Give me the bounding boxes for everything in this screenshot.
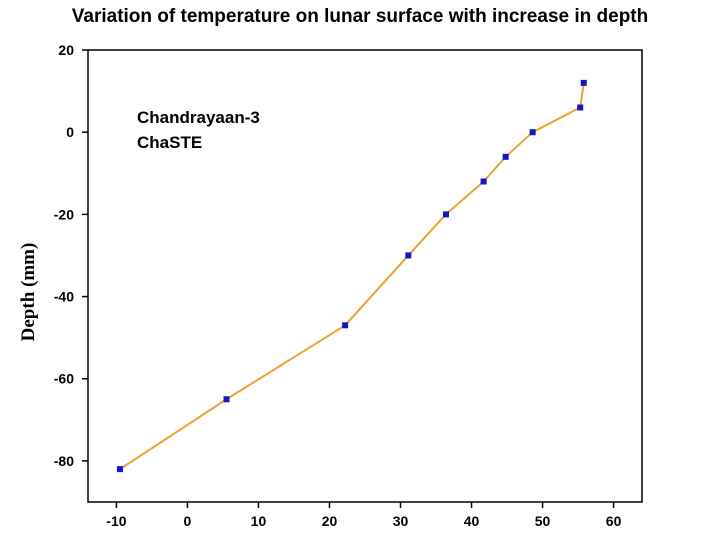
y-tick-label: -20 [54, 206, 74, 222]
x-tick-label: -10 [106, 513, 126, 529]
y-tick-label: 0 [66, 124, 74, 140]
annotation-instrument: ChaSTE [137, 133, 202, 152]
y-tick-label: -40 [54, 289, 74, 305]
y-tick-label: 20 [58, 42, 74, 58]
data-point [116, 466, 123, 473]
x-tick-label: 50 [535, 513, 551, 529]
x-tick-label: 40 [464, 513, 480, 529]
data-point [502, 153, 509, 160]
x-tick-label: 30 [393, 513, 409, 529]
y-tick-label: -80 [54, 453, 74, 469]
chart-title: Variation of temperature on lunar surfac… [71, 6, 649, 27]
data-point [342, 322, 349, 329]
data-point [405, 252, 412, 259]
annotation-mission: Chandrayaan-3 [137, 108, 260, 127]
data-point [442, 211, 449, 218]
plot-frame [87, 49, 643, 503]
data-point [529, 129, 536, 136]
x-tick-label: 10 [251, 513, 267, 529]
series-line [119, 82, 585, 470]
data-point [223, 396, 230, 403]
data-point [580, 79, 587, 86]
x-tick-label: 20 [322, 513, 338, 529]
y-tick-label: -60 [54, 371, 74, 387]
data-point [480, 178, 487, 185]
x-tick-label: 0 [184, 513, 192, 529]
x-tick-label: 60 [606, 513, 622, 529]
data-point [577, 104, 584, 111]
